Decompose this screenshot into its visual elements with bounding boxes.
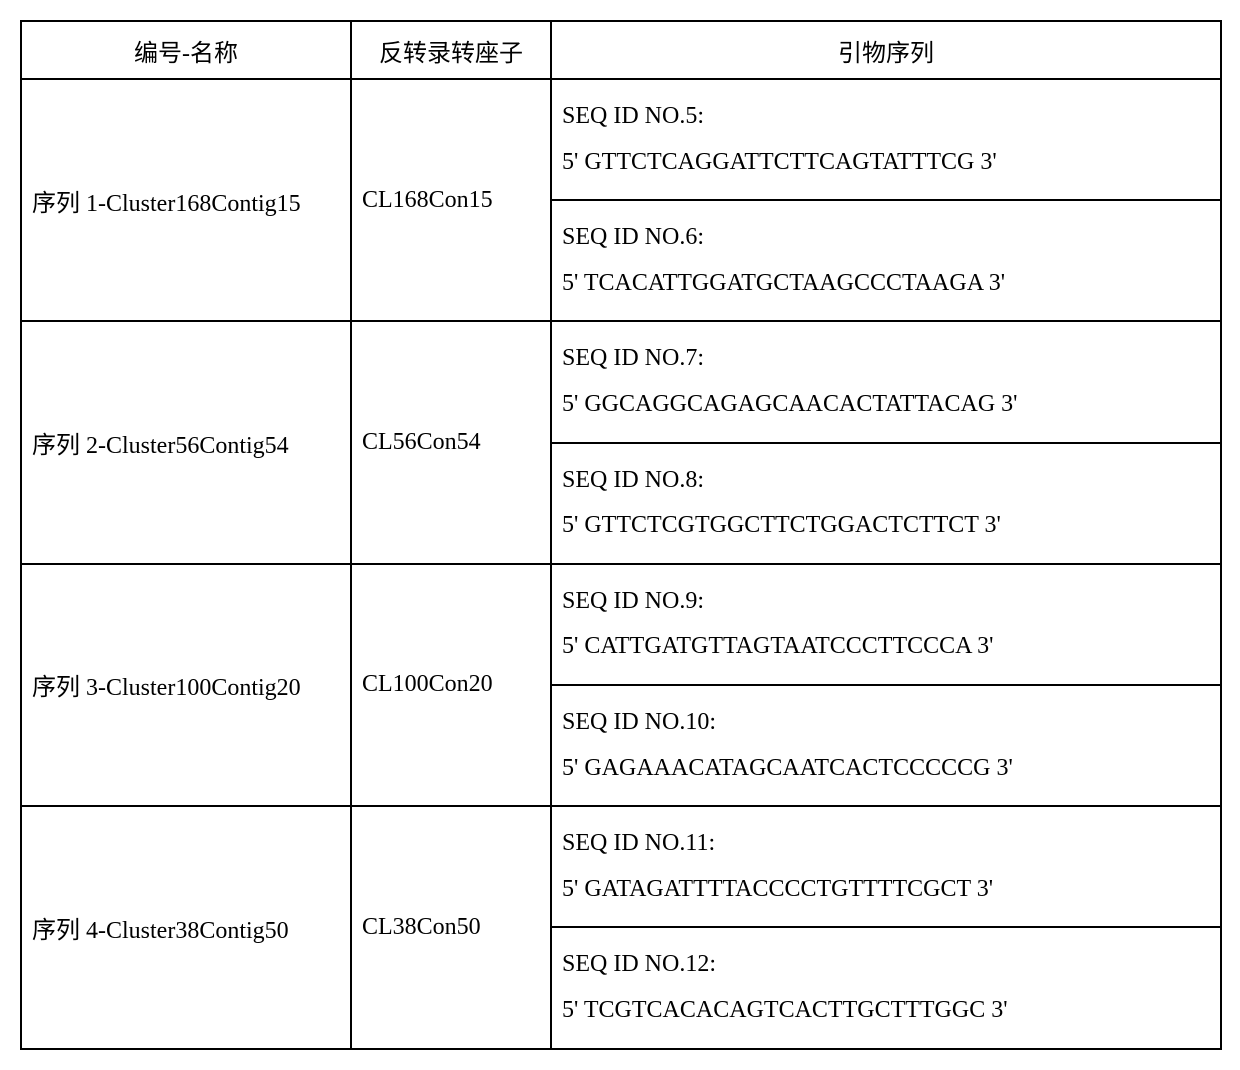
table-header-row: 编号-名称 反转录转座子 引物序列 bbox=[21, 21, 1221, 79]
cell-id-name: 序列 3-Cluster100Contig20 bbox=[21, 564, 351, 806]
primer-table: 编号-名称 反转录转座子 引物序列 序列 1-Cluster168Contig1… bbox=[20, 20, 1222, 1050]
cell-transposon: CL56Con54 bbox=[351, 321, 551, 563]
primer-id: SEQ ID NO.6: bbox=[562, 215, 1220, 261]
cell-transposon: CL168Con15 bbox=[351, 79, 551, 321]
primer-id: SEQ ID NO.12: bbox=[562, 942, 1220, 988]
table-row: 序列 1-Cluster168Contig15 CL168Con15 SEQ I… bbox=[21, 79, 1221, 200]
primer-seq: 5' GAGAAACATAGCAATCACTCCCCCG 3' bbox=[562, 746, 1220, 792]
primer-id: SEQ ID NO.9: bbox=[562, 579, 1220, 625]
cell-id-name: 序列 2-Cluster56Contig54 bbox=[21, 321, 351, 563]
primer-seq: 5' GTTCTCAGGATTCTTCAGTATTTCG 3' bbox=[562, 140, 1220, 186]
table-row: 序列 2-Cluster56Contig54 CL56Con54 SEQ ID … bbox=[21, 321, 1221, 442]
primer-id: SEQ ID NO.11: bbox=[562, 821, 1220, 867]
header-primer-seq: 引物序列 bbox=[551, 21, 1221, 79]
primer-id: SEQ ID NO.7: bbox=[562, 336, 1220, 382]
primer-id: SEQ ID NO.5: bbox=[562, 94, 1220, 140]
cell-id-name: 序列 4-Cluster38Contig50 bbox=[21, 806, 351, 1048]
table-row: 序列 3-Cluster100Contig20 CL100Con20 SEQ I… bbox=[21, 564, 1221, 685]
primer-seq: 5' GGCAGGCAGAGCAACACTATTACAG 3' bbox=[562, 382, 1220, 428]
cell-primer: SEQ ID NO.7: 5' GGCAGGCAGAGCAACACTATTACA… bbox=[551, 321, 1221, 442]
table-row: 序列 4-Cluster38Contig50 CL38Con50 SEQ ID … bbox=[21, 806, 1221, 927]
primer-seq: 5' GATAGATTTTACCCCTGTTTTCGCT 3' bbox=[562, 867, 1220, 913]
primer-seq: 5' TCACATTGGATGCTAAGCCCTAAGA 3' bbox=[562, 261, 1220, 307]
primer-seq: 5' GTTCTCGTGGCTTCTGGACTCTTCT 3' bbox=[562, 503, 1220, 549]
cell-primer: SEQ ID NO.5: 5' GTTCTCAGGATTCTTCAGTATTTC… bbox=[551, 79, 1221, 200]
cell-primer: SEQ ID NO.12: 5' TCGTCACACAGTCACTTGCTTTG… bbox=[551, 927, 1221, 1048]
cell-primer: SEQ ID NO.6: 5' TCACATTGGATGCTAAGCCCTAAG… bbox=[551, 200, 1221, 321]
header-id-name: 编号-名称 bbox=[21, 21, 351, 79]
cell-transposon: CL100Con20 bbox=[351, 564, 551, 806]
primer-seq: 5' TCGTCACACAGTCACTTGCTTTGGC 3' bbox=[562, 988, 1220, 1034]
primer-id: SEQ ID NO.8: bbox=[562, 458, 1220, 504]
cell-id-name: 序列 1-Cluster168Contig15 bbox=[21, 79, 351, 321]
cell-primer: SEQ ID NO.9: 5' CATTGATGTTAGTAATCCCTTCCC… bbox=[551, 564, 1221, 685]
primer-seq: 5' CATTGATGTTAGTAATCCCTTCCCA 3' bbox=[562, 624, 1220, 670]
cell-primer: SEQ ID NO.10: 5' GAGAAACATAGCAATCACTCCCC… bbox=[551, 685, 1221, 806]
header-transposon: 反转录转座子 bbox=[351, 21, 551, 79]
primer-id: SEQ ID NO.10: bbox=[562, 700, 1220, 746]
cell-primer: SEQ ID NO.11: 5' GATAGATTTTACCCCTGTTTTCG… bbox=[551, 806, 1221, 927]
cell-transposon: CL38Con50 bbox=[351, 806, 551, 1048]
cell-primer: SEQ ID NO.8: 5' GTTCTCGTGGCTTCTGGACTCTTC… bbox=[551, 443, 1221, 564]
